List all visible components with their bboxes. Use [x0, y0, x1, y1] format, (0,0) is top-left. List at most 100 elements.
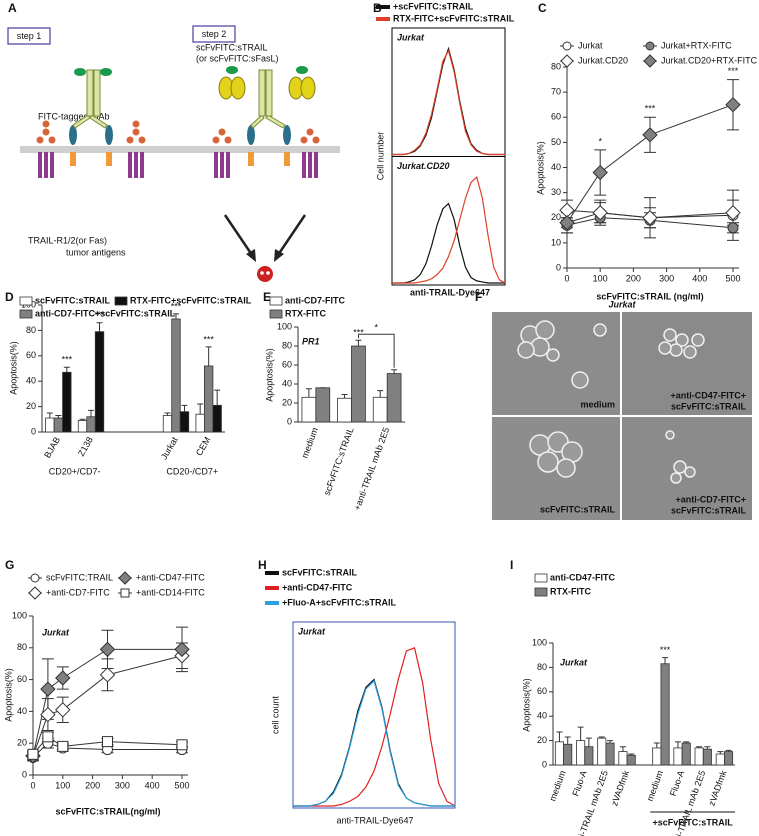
marker [55, 702, 71, 718]
panel-title: Jurkat.CD20 [397, 161, 450, 171]
y-tick-label: 0 [22, 769, 27, 779]
marker [102, 736, 113, 748]
panel-title: Jurkat [298, 626, 326, 636]
bar [681, 742, 691, 766]
y-tick-label: 20 [26, 401, 36, 411]
legend-label: +anti-CD47-FITC [282, 582, 353, 592]
y-axis-label: Apoptosis(%) [3, 668, 13, 722]
error-bar [704, 746, 711, 750]
x-tick-label: medium [547, 769, 567, 803]
x-tick-label: 0 [30, 780, 35, 790]
series-line [566, 217, 734, 229]
bar [715, 753, 725, 766]
micrograph-label: scFvFITC:sTRAIL [671, 505, 747, 515]
histogram-curve [392, 49, 505, 156]
cell [517, 320, 705, 484]
y-tick-label: 100 [277, 321, 292, 331]
error-bar [607, 740, 614, 744]
y-tick-label: 40 [537, 711, 547, 721]
y-tick-label: 80 [537, 662, 547, 672]
panel-label: G [5, 558, 14, 572]
fusion-label: (or scFvFITC:sFasL) [196, 53, 279, 63]
marker [30, 573, 40, 583]
significance: *** [171, 301, 182, 311]
series-line [566, 209, 734, 219]
x-tick-label: medium [645, 769, 665, 803]
error-bar [564, 736, 571, 745]
bar [724, 751, 734, 766]
receptor [38, 152, 318, 178]
x-tick-label: 400 [145, 780, 160, 790]
histogram-curve [293, 679, 455, 807]
y-tick-label: 70 [551, 87, 561, 97]
bar [372, 396, 388, 423]
y-tick-label: 0 [287, 416, 292, 426]
legend-label: +anti-CD7-FITC [46, 587, 110, 597]
bar [386, 373, 402, 423]
bar [86, 416, 96, 433]
bar [62, 371, 72, 433]
significance: * [598, 136, 602, 146]
fusion-protein [218, 66, 316, 100]
y-axis-label: cell count [270, 695, 280, 734]
y-tick-label: 20 [551, 212, 561, 222]
bar [171, 318, 181, 433]
error-bar [619, 746, 626, 752]
group-label: +scFvFITC:sTRAIL [653, 817, 734, 827]
panel-label: I [510, 558, 513, 572]
significance: *** [660, 645, 671, 655]
x-tick-label: zVADfmk [707, 769, 729, 808]
x-tick-label: 100 [593, 273, 608, 283]
marker [27, 748, 39, 760]
x-axis-label: scFvFITC:sTRAIL(ng/ml) [56, 806, 161, 816]
y-tick-label: 10 [551, 237, 561, 247]
error-bar [585, 737, 592, 747]
bar [673, 747, 683, 766]
y-tick-label: 80 [282, 340, 292, 350]
micrograph-label: scFvFITC:sTRAIL [540, 504, 616, 514]
bar [212, 404, 222, 433]
bar [597, 737, 607, 766]
legend-label: Jurkat [578, 40, 603, 50]
bar [576, 740, 586, 766]
marker [40, 706, 56, 723]
marker [642, 210, 658, 226]
error-bar [197, 403, 204, 415]
x-tick-label: 200 [85, 780, 100, 790]
membrane [20, 146, 340, 153]
legend-label: scFvFITC:sTRAIL [282, 567, 358, 577]
significance: *** [728, 66, 739, 76]
y-axis-label: Apoptosis(%) [264, 348, 274, 402]
error-bar [662, 657, 669, 664]
error-bar [96, 322, 103, 332]
error-bar [391, 369, 398, 374]
x-tick-label: Fluo-A [570, 769, 588, 797]
y-axis-label: Apoptosis(%) [8, 341, 18, 395]
step-box [192, 25, 236, 43]
bar [626, 754, 636, 766]
cell-death-icon [257, 266, 273, 282]
x-tick-label: 300 [659, 273, 674, 283]
micrograph-label: medium [580, 399, 615, 409]
y-tick-label: 60 [17, 674, 27, 684]
legend-label: +Fluo-A+scFvFITC:sTRAIL [282, 597, 397, 607]
legend-label: Jurkat+RTX-FITC [661, 40, 732, 50]
marker [176, 739, 188, 751]
x-tick-label: Jurkat [159, 435, 180, 462]
fitc-tag [74, 68, 112, 76]
legend-swatch [269, 296, 283, 306]
panel-label: H [258, 558, 267, 572]
x-tick-label: zVADfmk [609, 769, 631, 808]
error-bar [172, 313, 179, 319]
bar [45, 417, 55, 433]
mab-label: FITC-tagged mAb [38, 111, 110, 121]
bar [162, 415, 173, 433]
bar [53, 417, 63, 433]
step-label: step 1 [17, 31, 42, 41]
x-tick-label: 400 [692, 273, 707, 283]
error-bar [717, 751, 724, 755]
error-bar [214, 389, 221, 406]
micrograph-title: Jurkat [608, 299, 636, 309]
y-tick-label: 60 [551, 112, 561, 122]
error-bar [63, 366, 70, 373]
